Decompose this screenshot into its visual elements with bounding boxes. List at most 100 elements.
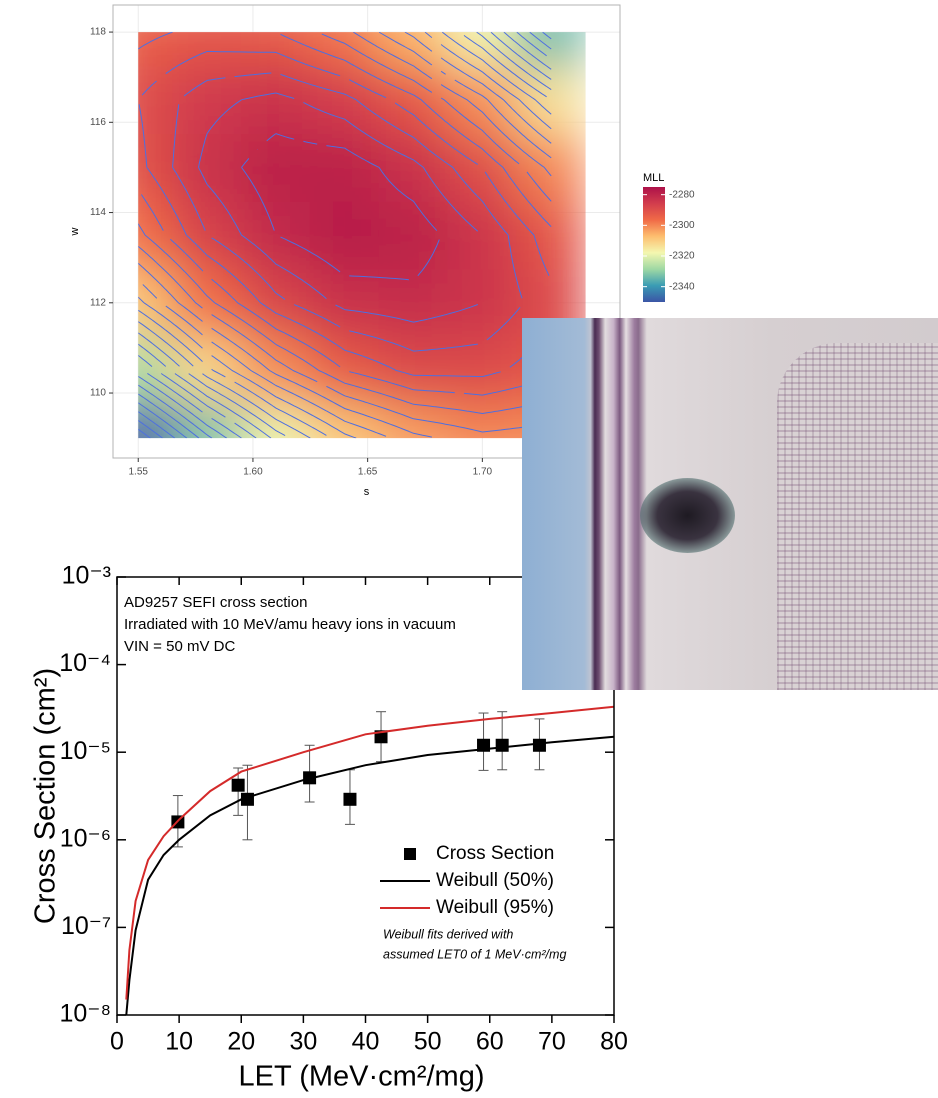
contour-line: [241, 133, 440, 281]
heat-cell: [309, 200, 380, 270]
y-tick-label: 10⁻⁸: [59, 1000, 111, 1028]
x-tick-label: 20: [227, 1028, 255, 1056]
contour-line: [138, 33, 552, 414]
contour-line: [138, 32, 552, 439]
contour-line: [172, 72, 523, 352]
x-tick-label: 70: [538, 1028, 566, 1056]
data-point: [532, 738, 546, 752]
contour-line: [142, 32, 552, 437]
fit-line: [125, 735, 615, 1016]
heat-cell: [447, 336, 518, 405]
heat-cell: [240, 32, 311, 67]
y-tick-label: 10⁻⁵: [60, 737, 111, 765]
x-tick-label: 10: [165, 1028, 193, 1056]
heat-cell: [309, 403, 380, 439]
heat-cell: [172, 65, 242, 135]
legend-label: Weibull (50%): [436, 870, 554, 891]
contour-line: [138, 35, 547, 439]
contour-line: [138, 32, 552, 439]
heat-cell: [172, 133, 242, 202]
heat-cell: [172, 200, 242, 270]
colorbar-tick-label: -2340: [669, 281, 695, 292]
x-tick-label: 50: [414, 1028, 442, 1056]
legend-marker: [404, 848, 416, 860]
legend-label: Weibull (95%): [436, 897, 554, 918]
heat-cell: [138, 32, 174, 67]
heat-cell: [447, 268, 518, 338]
heat-cell: [240, 200, 311, 270]
heat-cell: [172, 403, 242, 439]
heatmap: [138, 32, 586, 439]
heat-cell: [138, 200, 174, 270]
contour-line: [198, 92, 479, 323]
photo-texture: [777, 343, 938, 690]
heat-cell: [138, 336, 174, 405]
data-point: [495, 738, 509, 752]
heat-cell: [378, 336, 449, 405]
x-tick-label: 1.70: [473, 467, 493, 478]
x-axis-title: LET (MeV·cm²/mg): [239, 1061, 485, 1093]
y-tick-label: 116: [90, 117, 106, 128]
contour-line: [138, 50, 550, 378]
contour-line: [138, 428, 151, 439]
y-tick-label: 118: [90, 27, 106, 38]
x-tick-label: 1.60: [243, 467, 263, 478]
heat-cell: [240, 268, 311, 338]
micrograph-photo: [522, 318, 938, 690]
y-axis-title: Cross Section (cm²): [30, 668, 62, 924]
heat-cell: [240, 133, 311, 202]
x-tick-label: 80: [600, 1028, 628, 1056]
heat-cell: [378, 32, 449, 67]
heat-cell: [447, 65, 518, 135]
heat-cell: [138, 133, 174, 202]
x-axis-title: s: [364, 486, 370, 498]
note: Weibull fits derived with: [383, 927, 513, 941]
colorbar-tick-label: -2320: [669, 251, 695, 262]
heat-cell: [172, 268, 242, 338]
heat-cell: [516, 200, 586, 270]
heat-cell: [516, 133, 586, 202]
y-tick-label: 10⁻⁷: [61, 912, 111, 940]
contour-line: [147, 32, 547, 439]
annotation: Irradiated with 10 MeV/amu heavy ions in…: [124, 616, 456, 633]
heat-cell: [378, 200, 449, 270]
contour-line: [138, 393, 200, 439]
heat-cell: [138, 65, 174, 135]
heat-cell: [172, 32, 242, 67]
heat-cell: [309, 336, 380, 405]
heat-cell: [309, 268, 380, 338]
annotation: VIN = 50 mV DC: [124, 638, 235, 655]
contour-line: [138, 32, 552, 439]
contour-line: [138, 32, 552, 439]
contour-line: [138, 402, 188, 439]
contour-line: [138, 32, 552, 436]
contour-line: [138, 32, 552, 396]
heat-cell: [309, 133, 380, 202]
y-tick-label: 114: [90, 207, 106, 218]
y-tick-label: 10⁻⁴: [59, 649, 111, 677]
photo-defect: [640, 478, 735, 553]
heat-cell: [447, 403, 518, 439]
heat-cell: [378, 133, 449, 202]
heat-cell: [447, 133, 518, 202]
heat-cell: [172, 336, 242, 405]
contour-line: [138, 32, 552, 439]
heat-cell: [447, 200, 518, 270]
heat-cell: [240, 65, 311, 135]
annotation: AD9257 SEFI cross section: [124, 594, 307, 611]
y-tick-label: 10⁻³: [62, 562, 111, 590]
contour-line: [138, 32, 552, 437]
x-tick-label: 0: [110, 1028, 124, 1056]
x-tick-label: 60: [476, 1028, 504, 1056]
x-tick-label: 40: [352, 1028, 380, 1056]
y-tick-label: 110: [90, 388, 106, 399]
contour-line: [138, 32, 552, 438]
y-tick-label: 112: [90, 297, 106, 308]
colorbar-tick-label: -2300: [669, 220, 695, 231]
heat-cell: [309, 65, 380, 135]
note: assumed LET0 of 1 MeV·cm²/mg: [383, 947, 566, 961]
x-tick-label: 1.55: [129, 467, 149, 478]
heat-cell: [378, 65, 449, 135]
